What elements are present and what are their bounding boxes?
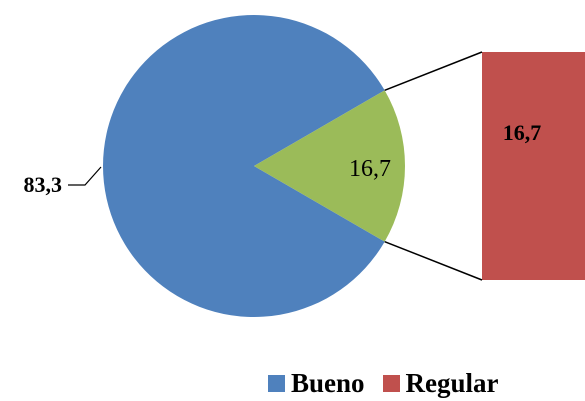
legend-swatch-regular <box>382 375 400 392</box>
leader-line-bueno <box>68 166 102 186</box>
pie-slice-regular <box>254 90 405 242</box>
legend-label-regular: Regular <box>405 368 499 398</box>
connector-line-bottom <box>384 240 483 281</box>
secondary-bar-regular <box>482 52 585 280</box>
data-label-secondary-bar: 16,7 <box>503 120 542 145</box>
legend-item-bueno: Bueno <box>268 368 365 399</box>
data-label-bueno: 83,3 <box>24 172 63 197</box>
legend-swatch-bueno <box>268 375 285 392</box>
legend-label-bueno: Bueno <box>291 368 365 398</box>
pie-slice-bueno <box>103 14 385 317</box>
legend-item-regular: Regular <box>382 368 499 399</box>
legend: Bueno Regular <box>268 368 517 399</box>
connector-line-top <box>384 51 483 92</box>
data-label-regular-slice: 16,7 <box>349 156 391 182</box>
